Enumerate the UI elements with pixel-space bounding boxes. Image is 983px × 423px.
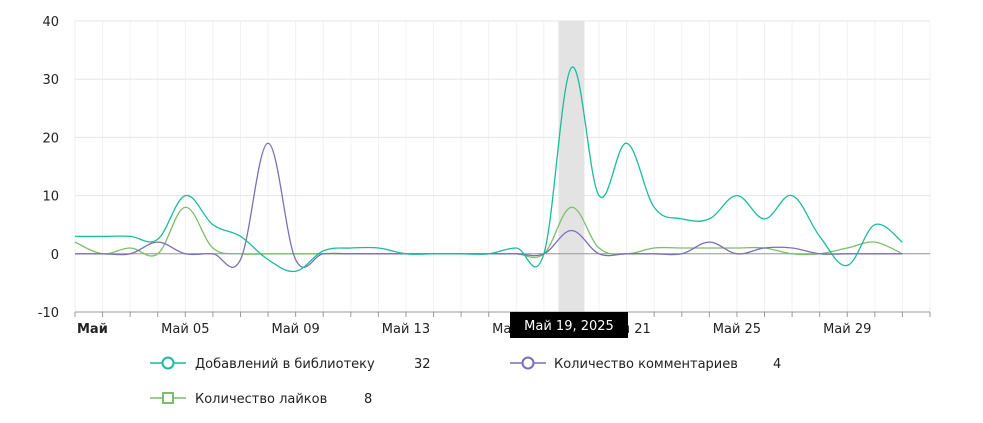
legend-value: 4 [773,357,781,372]
legend-circle-marker [161,356,175,370]
legend-value: 8 [364,392,372,407]
y-tick-label: 10 [42,190,59,205]
y-tick-label: 20 [42,131,59,146]
y-tick-label: 40 [42,15,59,30]
date-tooltip: Май 19, 2025 [510,312,628,338]
hover-highlight-band [558,21,585,312]
legend-label: Количество лайков [195,392,327,407]
horizontal-gridlines [75,20,930,313]
tooltip-label: Май 19, 2025 [524,319,614,334]
x-axis-ticks [74,312,931,317]
x-tick-label: Май [77,322,108,337]
legend-label: Добавлений в библиотеку [195,357,375,372]
legend-circle-marker [521,356,535,370]
y-tick-label: 0 [51,248,59,263]
x-tick-label: Май 25 [713,322,761,337]
vertical-gridlines [74,21,931,312]
legend-label: Количество комментариев [554,357,738,372]
legend-square-marker [162,392,174,404]
legend: Добавлений в библиотеку 32 Количество комм… [150,356,781,407]
legend-value: 32 [414,357,431,372]
y-axis-labels: -10 0 10 20 30 40 [38,15,59,321]
x-tick-label: Май 05 [161,322,209,337]
series-line-0 [74,66,903,273]
tooltip-background [510,312,628,338]
x-tick-label: Май 13 [382,322,430,337]
series-lines [74,66,903,273]
y-tick-label: -10 [38,306,59,321]
y-tick-label: 30 [42,73,59,88]
x-tick-label: Май 29 [823,322,871,337]
x-tick-label: Май 09 [271,322,319,337]
